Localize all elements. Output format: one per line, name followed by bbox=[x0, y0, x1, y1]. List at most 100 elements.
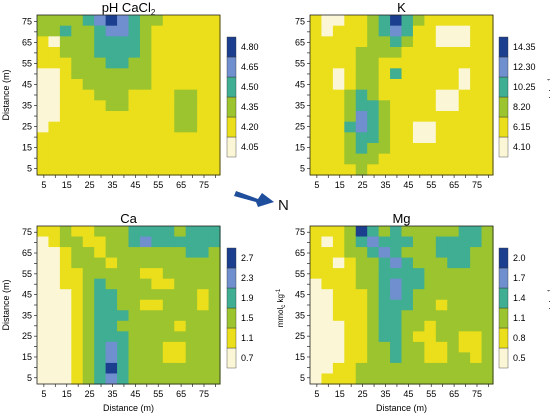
heat-cell bbox=[332, 362, 345, 375]
x-tick-label: 75 bbox=[199, 180, 209, 190]
heat-cell bbox=[332, 47, 345, 59]
heat-cell bbox=[355, 47, 368, 59]
heat-cell bbox=[424, 79, 437, 91]
heat-cell bbox=[310, 68, 323, 80]
heat-cell bbox=[48, 331, 61, 343]
heat-cell bbox=[435, 57, 448, 69]
heat-cell bbox=[424, 111, 437, 123]
heat-cell bbox=[424, 143, 437, 155]
colorbar-label: 6.15 bbox=[513, 122, 531, 132]
heat-cell bbox=[197, 47, 210, 59]
heat-cell bbox=[37, 236, 50, 248]
heat-cell bbox=[344, 289, 357, 301]
y-tick-label: 15 bbox=[22, 352, 32, 362]
heat-cell bbox=[139, 331, 152, 343]
heat-cell bbox=[458, 47, 471, 59]
heat-cell bbox=[367, 331, 380, 343]
heat-cell bbox=[174, 25, 187, 37]
colorbar-label: 4.35 bbox=[241, 102, 259, 112]
heat-cell bbox=[367, 268, 380, 280]
heat-cell bbox=[37, 268, 50, 280]
heat-cell bbox=[378, 362, 391, 375]
heat-cell bbox=[401, 132, 414, 144]
heat-cell bbox=[48, 278, 61, 290]
north-arrow: N bbox=[234, 191, 289, 214]
heat-cell bbox=[105, 320, 118, 332]
heat-cell bbox=[321, 79, 334, 91]
heat-cell bbox=[105, 331, 118, 343]
heat-cell bbox=[208, 57, 221, 69]
heat-cell bbox=[37, 352, 50, 364]
heat-cell bbox=[197, 362, 210, 375]
heat-cell bbox=[310, 132, 323, 144]
heat-cell bbox=[470, 236, 483, 248]
heat-cell bbox=[105, 111, 118, 123]
heat-cell bbox=[105, 236, 118, 248]
heat-cell bbox=[117, 36, 130, 48]
heat-cell bbox=[128, 236, 141, 248]
heat-cell bbox=[59, 362, 72, 375]
heat-cell bbox=[37, 111, 50, 123]
heat-cell bbox=[59, 25, 72, 37]
heat-cell bbox=[105, 25, 118, 37]
heat-cell bbox=[185, 111, 198, 123]
heat-cell bbox=[71, 331, 84, 343]
x-tick-label: 45 bbox=[403, 180, 413, 190]
heat-cell bbox=[412, 247, 425, 259]
heat-cell bbox=[447, 247, 460, 259]
heat-cell bbox=[197, 352, 210, 364]
heat-cell bbox=[355, 257, 368, 269]
heat-cell bbox=[321, 57, 334, 69]
heat-cell bbox=[310, 257, 323, 269]
heat-cell bbox=[208, 331, 221, 343]
heat-cell bbox=[470, 132, 483, 144]
heat-cell bbox=[128, 153, 141, 165]
heat-cell bbox=[401, 310, 414, 322]
colorbar-label: 4.50 bbox=[241, 82, 259, 92]
heat-cell bbox=[355, 89, 368, 101]
heat-cell bbox=[59, 79, 72, 91]
y-tick-label: 45 bbox=[295, 290, 305, 300]
heat-cell bbox=[390, 57, 403, 69]
heat-cell bbox=[139, 289, 152, 301]
heat-cell bbox=[412, 362, 425, 375]
heat-cell bbox=[321, 100, 334, 112]
heat-cell bbox=[424, 25, 437, 37]
heat-cell bbox=[208, 15, 221, 27]
heat-cell bbox=[197, 236, 210, 248]
colorbar-swatch bbox=[226, 76, 237, 98]
heat-cell bbox=[332, 268, 345, 280]
heat-cell bbox=[151, 278, 164, 290]
heat-cell bbox=[185, 278, 198, 290]
heat-cell bbox=[48, 257, 61, 269]
heat-cell bbox=[48, 247, 61, 259]
colorbar-swatch bbox=[226, 287, 237, 309]
heat-cell bbox=[401, 362, 414, 375]
heat-cell bbox=[344, 143, 357, 155]
heat-cell bbox=[447, 268, 460, 280]
heat-cell bbox=[37, 153, 50, 165]
heat-cell bbox=[412, 89, 425, 101]
heat-cell bbox=[424, 320, 437, 332]
heat-cell bbox=[447, 25, 460, 37]
heat-cell bbox=[447, 57, 460, 69]
heat-cell bbox=[82, 47, 95, 59]
heat-cell bbox=[447, 352, 460, 364]
heat-cell bbox=[367, 236, 380, 248]
heat-cell bbox=[139, 226, 152, 238]
heat-cell bbox=[174, 226, 187, 238]
heat-cell bbox=[481, 310, 494, 322]
heat-cell bbox=[378, 15, 391, 27]
heat-cell bbox=[390, 289, 403, 301]
heat-cell bbox=[435, 257, 448, 269]
heat-cell bbox=[310, 362, 323, 375]
heat-cell bbox=[82, 25, 95, 37]
heat-cell bbox=[37, 132, 50, 144]
heat-cell bbox=[401, 289, 414, 301]
heat-cell bbox=[378, 25, 391, 37]
heat-cell bbox=[48, 111, 61, 123]
y-tick-label: 65 bbox=[22, 37, 32, 47]
heat-cell bbox=[435, 164, 448, 176]
heat-cell bbox=[128, 268, 141, 280]
